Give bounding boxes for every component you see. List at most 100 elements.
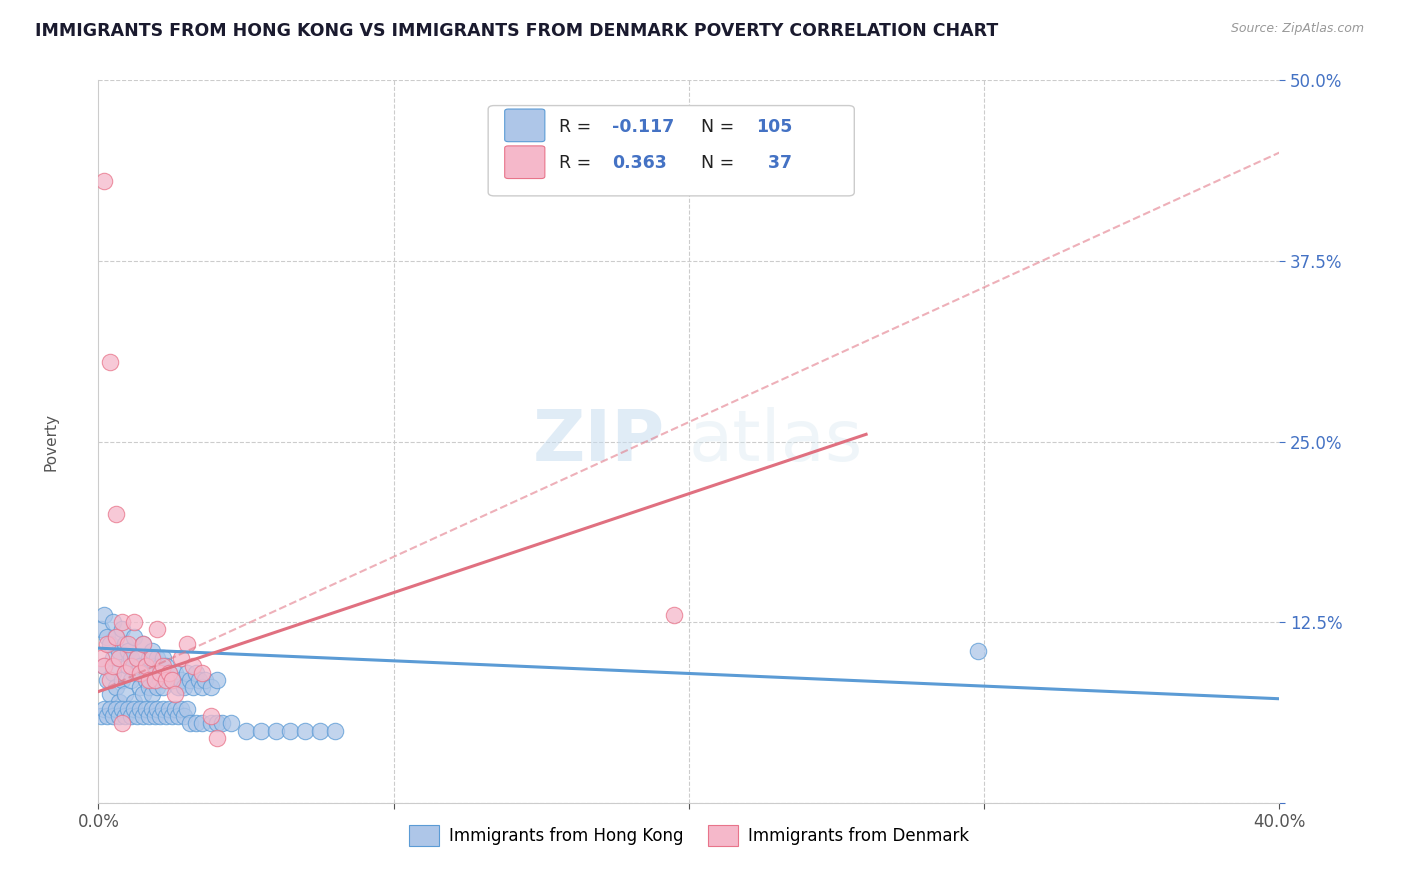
Point <box>93 658 115 673</box>
Point <box>162 709 183 723</box>
Point <box>138 709 160 723</box>
Text: 0.363: 0.363 <box>612 154 666 172</box>
Point <box>141 644 163 658</box>
FancyBboxPatch shape <box>488 105 855 196</box>
Point <box>165 702 187 716</box>
Point <box>179 716 201 731</box>
Point <box>120 658 142 673</box>
Point <box>176 665 198 680</box>
Point <box>152 651 174 665</box>
Point <box>98 687 121 701</box>
Point <box>191 665 214 680</box>
Point <box>146 623 169 637</box>
Point <box>146 680 169 694</box>
Point <box>187 673 209 687</box>
Point <box>96 630 118 644</box>
Point <box>250 723 273 738</box>
Point <box>114 637 136 651</box>
Point <box>135 702 157 716</box>
Point <box>105 702 128 716</box>
Point <box>108 709 131 723</box>
Point <box>155 673 177 687</box>
Point <box>103 665 125 680</box>
Point <box>117 644 139 658</box>
Point <box>194 673 217 687</box>
Point <box>664 607 686 622</box>
Point <box>108 695 131 709</box>
Point <box>120 673 142 687</box>
Point <box>184 665 207 680</box>
Point <box>103 709 125 723</box>
Point <box>96 709 118 723</box>
Point <box>143 673 166 687</box>
Text: Poverty: Poverty <box>44 412 59 471</box>
Text: ZIP: ZIP <box>533 407 665 476</box>
Point <box>108 644 131 658</box>
Point <box>221 716 243 731</box>
Point <box>149 658 172 673</box>
Point <box>152 680 174 694</box>
Point <box>125 709 148 723</box>
Point <box>105 630 128 644</box>
Point <box>98 673 121 687</box>
Point <box>170 673 193 687</box>
Point <box>132 709 155 723</box>
Point <box>157 665 180 680</box>
Point <box>138 673 160 687</box>
Point <box>149 673 172 687</box>
Point <box>105 680 128 694</box>
Text: IMMIGRANTS FROM HONG KONG VS IMMIGRANTS FROM DENMARK POVERTY CORRELATION CHART: IMMIGRANTS FROM HONG KONG VS IMMIGRANTS … <box>35 22 998 40</box>
Point <box>132 687 155 701</box>
Point <box>181 658 204 673</box>
Point <box>149 665 172 680</box>
Point <box>93 702 115 716</box>
Point <box>90 651 112 665</box>
Point <box>167 680 190 694</box>
Point <box>191 680 214 694</box>
Point <box>155 658 177 673</box>
Point <box>114 665 136 680</box>
Point <box>98 355 121 369</box>
Point <box>143 709 166 723</box>
FancyBboxPatch shape <box>505 146 546 178</box>
Point <box>90 709 112 723</box>
Point <box>111 702 134 716</box>
Point <box>96 637 118 651</box>
Point <box>128 702 150 716</box>
Text: 37: 37 <box>756 154 792 172</box>
Point <box>235 723 257 738</box>
Point <box>170 651 193 665</box>
Point <box>135 658 157 673</box>
Point <box>111 673 134 687</box>
Text: N =: N = <box>700 118 740 136</box>
Point <box>122 702 145 716</box>
Point <box>200 709 222 723</box>
Point <box>117 637 139 651</box>
Point <box>132 637 155 651</box>
Point <box>149 709 172 723</box>
Point <box>141 702 163 716</box>
Point <box>155 709 177 723</box>
Point <box>111 623 134 637</box>
Point <box>141 687 163 701</box>
Point <box>105 507 128 521</box>
Point <box>157 665 180 680</box>
Point <box>122 630 145 644</box>
Point <box>152 658 174 673</box>
Text: atlas: atlas <box>689 407 863 476</box>
Text: Source: ZipAtlas.com: Source: ZipAtlas.com <box>1230 22 1364 36</box>
Point <box>135 658 157 673</box>
Point <box>165 665 187 680</box>
Point <box>170 702 193 716</box>
Point <box>143 658 166 673</box>
Point <box>132 637 155 651</box>
Point <box>128 658 150 673</box>
Point <box>173 709 195 723</box>
Point <box>103 615 125 630</box>
Point <box>165 687 187 701</box>
Point <box>111 716 134 731</box>
Point <box>280 723 302 738</box>
Point <box>96 673 118 687</box>
Point <box>176 702 198 716</box>
Point <box>108 651 131 665</box>
